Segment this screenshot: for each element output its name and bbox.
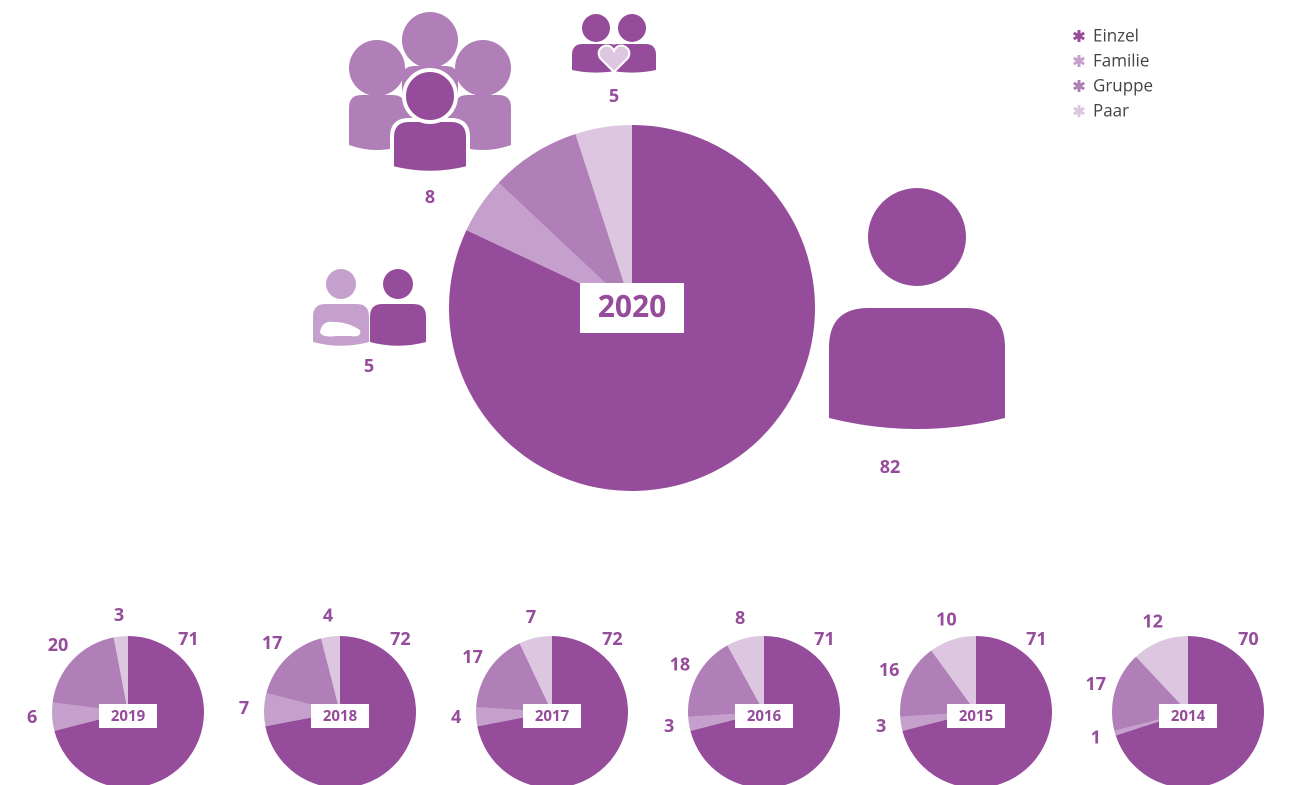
pie-slice (498, 133, 632, 308)
data-label: 71 (178, 627, 199, 651)
pie-slice (900, 650, 976, 717)
year-label: 2016 (747, 706, 782, 726)
year-box (99, 704, 157, 728)
data-label: 3 (876, 714, 886, 738)
year-box (311, 704, 369, 728)
data-label: 71 (814, 627, 835, 651)
year-box (735, 704, 793, 728)
year-box (580, 283, 684, 333)
data-label: 16 (879, 658, 900, 682)
star-stroke (1073, 81, 1085, 91)
legend-label: Einzel (1093, 24, 1139, 47)
icon-body (390, 118, 470, 175)
year-label: 2018 (323, 706, 358, 726)
data-label: 20 (48, 633, 69, 657)
year-box (1159, 704, 1217, 728)
icon-gruppe-front (390, 68, 470, 175)
icon-head (349, 40, 405, 96)
data-label: 70 (1238, 627, 1259, 651)
icon-head (383, 269, 413, 299)
legend-star (1073, 30, 1085, 42)
pie-slice (1135, 636, 1188, 712)
data-label: 3 (664, 714, 674, 738)
pie-slice (51, 702, 128, 731)
pie-slice (466, 182, 632, 308)
year-label: 2014 (1171, 706, 1206, 726)
icon-head (582, 14, 610, 42)
year-label: 2019 (111, 706, 146, 726)
data-label: 12 (1142, 610, 1163, 634)
data-label: 4 (451, 705, 461, 729)
data-label: 1 (1091, 726, 1101, 750)
star-stroke (1073, 106, 1085, 116)
icon-familie (370, 269, 426, 346)
icon-head (402, 68, 458, 124)
data-label: 8 (735, 606, 745, 630)
legend-label: Gruppe (1093, 74, 1153, 97)
icon-head (868, 188, 966, 286)
year-label: 2017 (535, 706, 570, 726)
data-label: 18 (670, 653, 691, 677)
legend-label: Familie (1093, 49, 1149, 72)
icon-head (618, 14, 646, 42)
icon-baby (320, 321, 361, 337)
data-label: 7 (526, 605, 536, 629)
data-label: 17 (462, 645, 483, 669)
year-box (523, 704, 581, 728)
pie-slice (113, 636, 128, 712)
icon-head (402, 12, 458, 68)
pie-slice (519, 636, 552, 712)
year-box (947, 704, 1005, 728)
data-label: 5 (364, 354, 374, 378)
data-label: 82 (880, 455, 901, 479)
pie-slice (321, 636, 340, 712)
star-stroke (1073, 31, 1085, 41)
legend-star (1073, 55, 1085, 67)
legend-star (1073, 80, 1085, 92)
icon-head (326, 269, 356, 299)
data-label: 7 (239, 696, 249, 720)
pie-slice (688, 645, 764, 717)
data-label: 10 (936, 608, 957, 632)
icon-body (829, 308, 1005, 429)
icon-head (455, 40, 511, 96)
data-label: 72 (602, 627, 623, 651)
data-label: 3 (114, 603, 124, 627)
data-label: 72 (390, 627, 411, 651)
legend-star (1073, 105, 1085, 117)
icon-heart (597, 44, 631, 74)
data-label: 6 (27, 705, 37, 729)
pie-slice (52, 637, 128, 712)
pie-slice (266, 638, 340, 712)
data-label: 8 (425, 185, 435, 209)
icon-einzel (829, 188, 1005, 429)
pie-slice (476, 643, 552, 712)
data-label: 71 (1026, 627, 1047, 651)
pie-slice (727, 636, 764, 712)
year-label: 2020 (598, 285, 667, 326)
legend-label: Paar (1093, 99, 1129, 122)
year-label: 2015 (959, 706, 993, 726)
star-stroke (1073, 56, 1085, 66)
pie-slice (575, 125, 632, 308)
icon-body (370, 304, 426, 346)
data-label: 4 (323, 604, 333, 628)
pie-slice (931, 636, 976, 712)
data-label: 17 (262, 631, 283, 655)
data-label: 5 (609, 84, 619, 108)
data-label: 17 (1086, 672, 1107, 696)
pie-slice (264, 693, 340, 727)
